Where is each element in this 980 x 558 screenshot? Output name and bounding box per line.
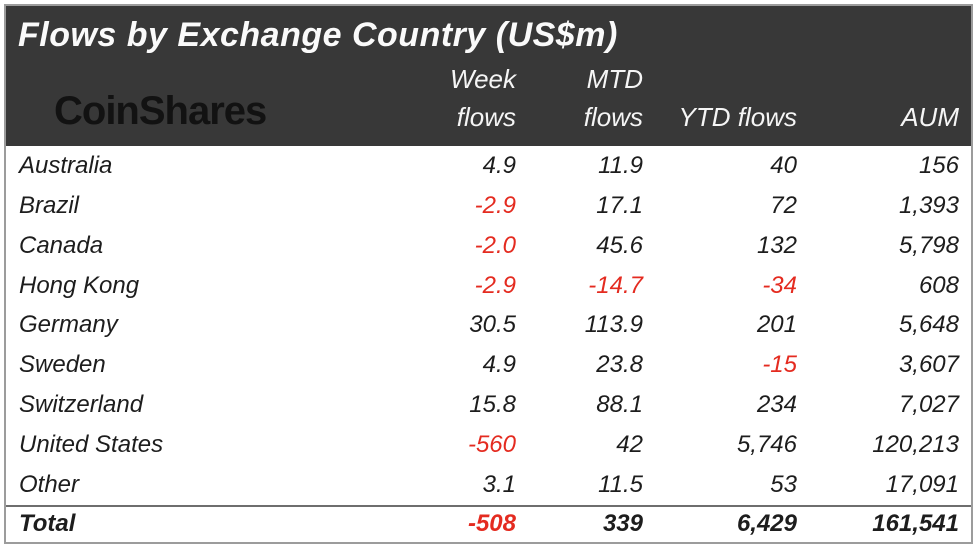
cell-week-flows: -2.0 bbox=[474, 231, 516, 259]
brand-logo-cell: CoinShares bbox=[6, 89, 386, 136]
col-header-mtd-flows: MTD flows bbox=[516, 61, 643, 136]
table-row-hong-kong: Hong Kong -2.9 -14.7 -34 608 bbox=[6, 266, 971, 306]
cell-country: Switzerland bbox=[19, 391, 144, 419]
page-title: Flows by Exchange Country (US$m) bbox=[18, 16, 618, 54]
cell-aum: 17,091 bbox=[885, 470, 959, 498]
column-header-row: CoinShares Week flows MTD flows YTD flow… bbox=[6, 55, 971, 146]
col-header-week-flows: Week flows bbox=[386, 61, 516, 136]
cell-mtd-flows-total: 339 bbox=[602, 510, 643, 538]
cell-mtd-flows: 88.1 bbox=[596, 391, 643, 419]
cell-week-flows: -2.9 bbox=[474, 271, 516, 299]
cell-mtd-flows: 113.9 bbox=[584, 311, 643, 339]
cell-ytd-flows: 53 bbox=[770, 470, 797, 498]
cell-aum: 1,393 bbox=[898, 192, 959, 220]
cell-ytd-flows: 5,746 bbox=[736, 430, 797, 458]
cell-ytd-flows: 201 bbox=[756, 311, 797, 339]
table-row-germany: Germany 30.5 113.9 201 5,648 bbox=[6, 306, 971, 346]
cell-aum: 156 bbox=[918, 152, 959, 180]
cell-week-flows-total: -508 bbox=[467, 510, 516, 538]
col-header-ytd-flows: YTD flows bbox=[643, 99, 797, 137]
cell-ytd-flows: 132 bbox=[756, 231, 797, 259]
table-row-sweden: Sweden 4.9 23.8 -15 3,607 bbox=[6, 345, 971, 385]
cell-aum: 7,027 bbox=[898, 391, 959, 419]
col-header-week-line2: flows bbox=[456, 101, 516, 132]
cell-country: Sweden bbox=[19, 351, 106, 379]
table-row-switzerland: Switzerland 15.8 88.1 234 7,027 bbox=[6, 385, 971, 425]
cell-mtd-flows: 42 bbox=[616, 430, 643, 458]
cell-mtd-flows: 17.1 bbox=[596, 192, 643, 220]
cell-week-flows: -560 bbox=[467, 430, 516, 458]
col-header-aum-line2: AUM bbox=[901, 101, 959, 132]
cell-ytd-flows: -34 bbox=[762, 271, 797, 299]
col-header-mtd-line2: flows bbox=[583, 101, 643, 132]
table-body: Australia 4.9 11.9 40 156 Brazil -2.9 17… bbox=[6, 146, 971, 541]
col-header-ytd-line2: YTD flows bbox=[678, 101, 797, 132]
cell-country: Canada bbox=[19, 231, 104, 259]
col-header-mtd-line1: MTD bbox=[586, 64, 643, 94]
table-row-australia: Australia 4.9 11.9 40 156 bbox=[6, 146, 971, 186]
cell-mtd-flows: 11.9 bbox=[598, 152, 643, 180]
col-header-week-line1: Week bbox=[450, 64, 516, 94]
table-row-brazil: Brazil -2.9 17.1 72 1,393 bbox=[6, 186, 971, 226]
cell-mtd-flows: 45.6 bbox=[596, 231, 643, 259]
cell-aum: 5,798 bbox=[898, 231, 959, 259]
cell-aum: 3,607 bbox=[898, 351, 959, 379]
cell-ytd-flows: 40 bbox=[770, 152, 797, 180]
cell-week-flows: 15.8 bbox=[469, 391, 516, 419]
cell-week-flows: 30.5 bbox=[469, 311, 516, 339]
cell-country: Australia bbox=[19, 152, 113, 180]
cell-mtd-flows: 23.8 bbox=[596, 351, 643, 379]
coinshares-logo: CoinShares bbox=[54, 89, 267, 134]
cell-aum: 120,213 bbox=[872, 430, 959, 458]
cell-ytd-flows-total: 6,429 bbox=[736, 510, 797, 538]
cell-country: Other bbox=[19, 470, 80, 498]
col-header-aum: AUM bbox=[797, 99, 971, 137]
cell-week-flows: 4.9 bbox=[482, 351, 516, 379]
cell-country: Brazil bbox=[19, 192, 80, 220]
table-row-united-states: United States -560 42 5,746 120,213 bbox=[6, 425, 971, 465]
cell-mtd-flows: -14.7 bbox=[588, 271, 643, 299]
table-row-total: Total -508 339 6,429 161,541 bbox=[6, 504, 971, 542]
table-header: Flows by Exchange Country (US$m) CoinSha… bbox=[6, 6, 971, 147]
cell-country-total: Total bbox=[19, 510, 76, 538]
cell-mtd-flows: 11.5 bbox=[598, 470, 643, 498]
cell-country: Germany bbox=[19, 311, 118, 339]
cell-ytd-flows: -15 bbox=[762, 351, 797, 379]
cell-week-flows: 4.9 bbox=[482, 152, 516, 180]
cell-aum-total: 161,541 bbox=[872, 510, 959, 538]
cell-aum: 5,648 bbox=[898, 311, 959, 339]
cell-ytd-flows: 234 bbox=[756, 391, 797, 419]
table-row-canada: Canada -2.0 45.6 132 5,798 bbox=[6, 226, 971, 266]
cell-aum: 608 bbox=[918, 271, 959, 299]
cell-week-flows: -2.9 bbox=[474, 192, 516, 220]
flows-table-card: Flows by Exchange Country (US$m) CoinSha… bbox=[4, 4, 973, 544]
cell-country: United States bbox=[19, 430, 164, 458]
table-row-other: Other 3.1 11.5 53 17,091 bbox=[6, 465, 971, 505]
cell-country: Hong Kong bbox=[19, 271, 140, 299]
cell-week-flows: 3.1 bbox=[482, 470, 516, 498]
cell-ytd-flows: 72 bbox=[770, 192, 797, 220]
